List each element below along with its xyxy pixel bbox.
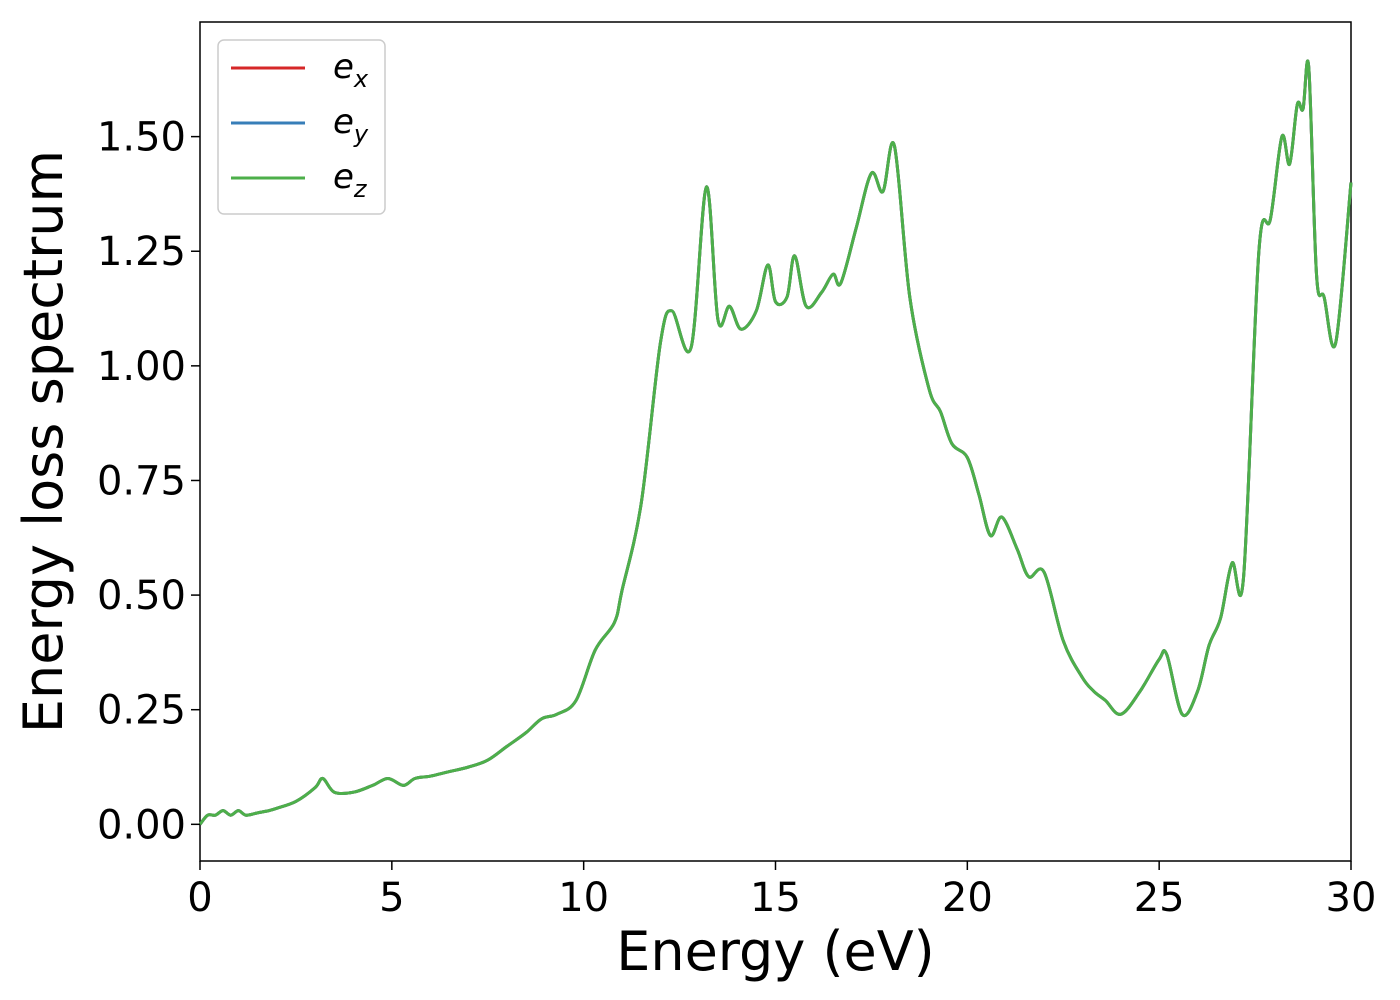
y-tick-label: 0.00 bbox=[97, 802, 186, 848]
series-line-e-z bbox=[198, 59, 1353, 826]
y-axis: 0.00 0.25 0.50 0.75 1.00 1.25 1.50 bbox=[97, 115, 200, 848]
y-tick-label: 0.25 bbox=[97, 688, 186, 734]
x-tick-label: 15 bbox=[750, 875, 801, 921]
x-tick-label: 25 bbox=[1134, 875, 1185, 921]
x-axis: 0 5 10 15 20 25 30 bbox=[187, 861, 1376, 921]
legend-label-e-x: ex bbox=[333, 47, 369, 93]
y-tick-label: 1.00 bbox=[97, 344, 186, 390]
series-lines bbox=[198, 59, 1353, 826]
x-tick-label: 10 bbox=[558, 875, 609, 921]
legend-label-e-z: ez bbox=[333, 157, 368, 203]
y-tick-label: 1.50 bbox=[97, 115, 186, 161]
legend: ex ey ez bbox=[217, 39, 386, 215]
x-tick-label: 5 bbox=[379, 875, 404, 921]
x-tick-label: 20 bbox=[942, 875, 993, 921]
legend-label-e-y: ey bbox=[333, 102, 369, 148]
y-axis-label: Energy loss spectrum bbox=[12, 150, 75, 733]
legend-box bbox=[217, 39, 386, 215]
y-tick-label: 0.75 bbox=[97, 458, 186, 504]
x-tick-label: 0 bbox=[187, 875, 212, 921]
x-axis-label: Energy (eV) bbox=[616, 920, 935, 983]
x-tick-label: 30 bbox=[1326, 875, 1377, 921]
y-tick-label: 0.50 bbox=[97, 573, 186, 619]
y-tick-label: 1.25 bbox=[97, 229, 186, 275]
